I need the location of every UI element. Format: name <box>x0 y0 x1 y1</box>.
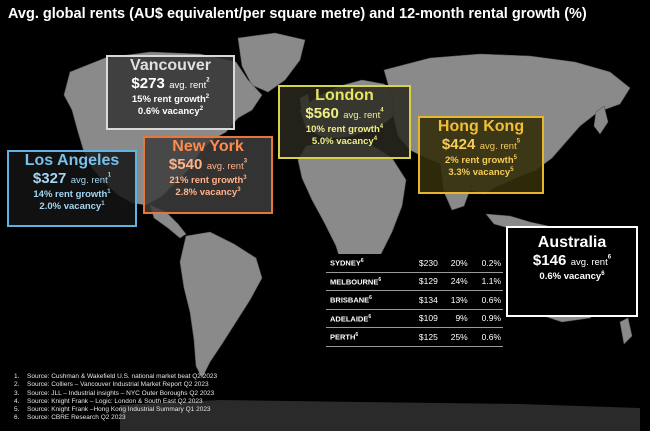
table-cell-rent: $109 <box>407 309 440 328</box>
city-name: London <box>315 87 374 104</box>
table-cell-rent: $129 <box>407 272 440 291</box>
table-cell-vacancy: 0.6% <box>469 327 503 347</box>
table-row: MELBOURNE6 $129 24% 1.1% <box>326 272 503 291</box>
avg-rent: $424 avg. rent5 <box>441 136 521 154</box>
table-cell-vacancy: 0.2% <box>469 254 503 273</box>
table-cell-city: MELBOURNE6 <box>326 272 408 291</box>
rent-growth: 21% rent growth3 <box>169 174 247 186</box>
city-name: New York <box>172 138 244 155</box>
los-angeles-callout: Los Angeles $327 avg. rent1 14% rent gro… <box>7 150 137 227</box>
australia-cities-table: SYDNEY6 $230 20% 0.2% MELBOURNE6 $129 24… <box>326 254 503 347</box>
table-row: PERTH6 $125 25% 0.6% <box>326 327 503 347</box>
table-cell-city: BRISBANE6 <box>326 290 408 310</box>
australia-callout: Australia $146 avg. rent6 0.6% vacancy6 <box>506 226 638 317</box>
city-name: Vancouver <box>130 57 211 74</box>
new-york-callout: New York $540 avg. rent3 21% rent growth… <box>143 136 273 214</box>
source-item: 1. Source: Cushman & Wakefield U.S. natio… <box>14 373 218 380</box>
vacancy-rate: 0.6% vacancy2 <box>137 105 204 118</box>
table-cell-growth: 24% <box>439 272 470 291</box>
table-row: BRISBANE6 $134 13% 0.6% <box>326 290 503 310</box>
source-item: 5. Source: Knight Frank –Hong Kong Indust… <box>14 406 211 414</box>
city-name: Hong Kong <box>437 118 525 135</box>
table-cell-vacancy: 0.6% <box>469 290 503 310</box>
japan-landmass <box>593 105 609 135</box>
table-cell-vacancy: 0.9% <box>469 309 503 328</box>
city-name: Los Angeles <box>24 152 120 169</box>
avg-rent: $560 avg. rent4 <box>305 105 384 123</box>
south-america-landmass <box>179 231 263 379</box>
sources-list: 1. Source: Cushman & Wakefield U.S. natio… <box>14 373 334 423</box>
table-cell-rent: $230 <box>407 254 440 273</box>
table-cell-city: PERTH6 <box>326 327 408 347</box>
london-callout: London $560 avg. rent4 10% rent growth4 … <box>278 85 411 159</box>
table-cell-growth: 9% <box>439 309 470 328</box>
table-cell-rent: $134 <box>407 290 440 310</box>
table-cell-vacancy: 1.1% <box>469 272 503 291</box>
table-cell-growth: 13% <box>439 290 470 310</box>
vancouver-callout: Vancouver $273 avg. rent2 15% rent growt… <box>106 55 235 130</box>
avg-rent: $327 avg. rent1 <box>32 170 112 188</box>
table-cell-city: SYDNEY6 <box>326 254 408 273</box>
rent-growth: 2% rent growth5 <box>445 154 517 166</box>
table-row: ADELAIDE6 $109 9% 0.9% <box>326 309 503 328</box>
source-item: 2. Source: Colliers – Vancouver Industria… <box>14 381 209 389</box>
page-title: Avg. global rents (AU$ equivalent/per sq… <box>8 6 587 22</box>
vacancy-rate: 2.0% vacancy1 <box>39 200 105 213</box>
rent-growth: 10% rent growth4 <box>305 123 384 135</box>
table-cell-growth: 25% <box>439 327 470 347</box>
avg-rent: $273 avg. rent2 <box>131 75 210 93</box>
vacancy-rate: 0.6% vacancy6 <box>539 270 605 282</box>
avg-rent: $540 avg. rent3 <box>168 156 248 174</box>
rent-growth: 15% rent growth2 <box>131 93 210 105</box>
source-item: 3. Source: JLL – Industrial insights – NY… <box>14 389 215 397</box>
greenland-landmass <box>237 32 306 93</box>
table-cell-city: ADELAIDE6 <box>326 309 408 328</box>
table-cell-growth: 20% <box>439 254 470 273</box>
rent-growth: 14% rent growth1 <box>33 188 111 200</box>
vacancy-rate: 3.3% vacancy5 <box>448 166 514 179</box>
source-item: 6. Source: CBRE Research Q2 2023 <box>14 414 126 422</box>
antarctica-landmass <box>120 400 640 431</box>
vacancy-rate: 2.8% vacancy3 <box>175 186 241 199</box>
new-zealand-landmass <box>619 317 633 345</box>
table-row: SYDNEY6 $230 20% 0.2% <box>326 254 503 273</box>
source-item: 4. Source: Knight Frank – Logic: London &… <box>14 397 203 405</box>
city-name: Australia <box>537 234 607 251</box>
vacancy-rate: 5.0% vacancy4 <box>311 135 378 148</box>
table-cell-rent: $125 <box>407 327 440 347</box>
hong-kong-callout: Hong Kong $424 avg. rent5 2% rent growth… <box>418 116 544 194</box>
avg-rent: $146 avg. rent6 <box>532 252 612 270</box>
